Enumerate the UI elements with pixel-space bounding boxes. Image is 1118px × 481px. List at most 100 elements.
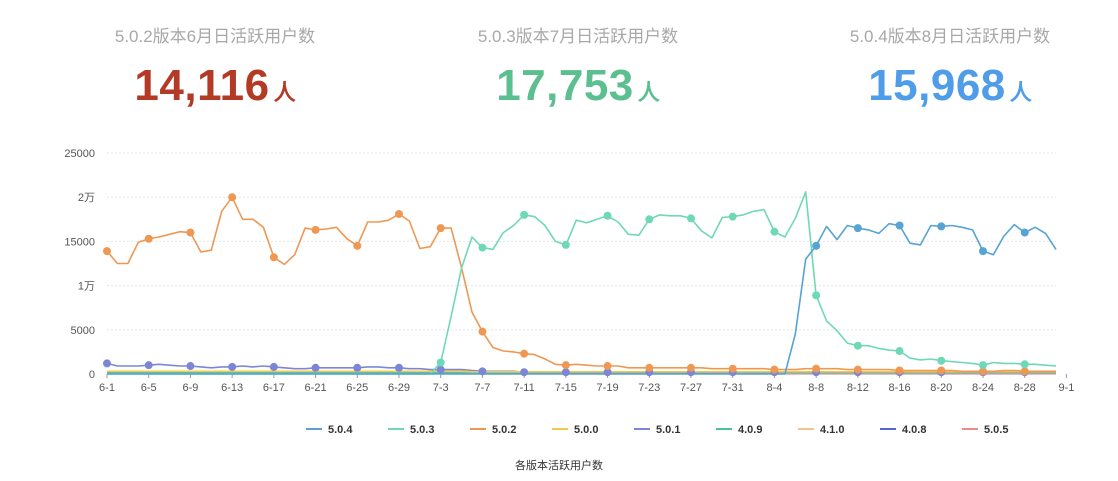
data-point-5.0.1 [144, 361, 153, 370]
data-point-5.0.1 [561, 368, 570, 377]
legend-item-4.0.8[interactable]: 4.0.8 [880, 424, 926, 436]
y-tick-label: 5000 [71, 325, 95, 337]
x-tick-label: 8-24 [972, 382, 994, 394]
x-tick-label: 6-1 [99, 382, 115, 394]
data-point-5.0.2 [728, 364, 737, 373]
legend-label: 4.0.8 [902, 424, 926, 436]
data-point-5.0.3 [728, 212, 737, 221]
data-point-5.0.2 [311, 225, 320, 234]
data-point-5.0.3 [895, 347, 904, 356]
x-tick-label: 7-15 [555, 382, 577, 394]
legend-label: 4.1.0 [820, 424, 844, 436]
data-point-5.0.1 [436, 365, 445, 374]
x-tick-label: 9-1 [1058, 382, 1074, 394]
x-tick-label: 6-21 [305, 382, 327, 394]
legend-item-5.0.2[interactable]: 5.0.2 [470, 424, 516, 436]
data-point-5.0.3 [687, 214, 695, 223]
data-point-5.0.3 [979, 361, 987, 370]
x-tick-label: 7-19 [597, 382, 619, 394]
stat-label: 5.0.2版本6月日活跃用户数 [114, 27, 316, 46]
data-point-5.0.3 [645, 215, 654, 224]
x-tick-label: 7-7 [474, 382, 490, 394]
data-point-5.0.2 [395, 209, 403, 218]
x-tick-label: 8-8 [808, 382, 824, 394]
x-tick-label: 8-16 [889, 382, 911, 394]
data-point-5.0.1 [228, 362, 237, 371]
data-point-5.0.1 [311, 363, 320, 372]
data-point-5.0.2 [979, 367, 987, 376]
data-point-5.0.1 [478, 367, 487, 376]
data-point-5.0.3 [603, 211, 612, 220]
x-tick-label: 6-13 [221, 382, 243, 394]
data-point-5.0.4 [853, 224, 862, 233]
data-point-5.0.2 [937, 366, 946, 375]
data-point-5.0.2 [478, 327, 487, 336]
legend-label: 5.0.5 [984, 424, 1008, 436]
series-line-5.0.4 [107, 222, 1057, 375]
x-tick-label: 7-23 [638, 382, 660, 394]
legend-label: 5.0.2 [492, 424, 516, 436]
data-point-5.0.3 [561, 240, 570, 249]
y-tick-label: 2万 [78, 192, 95, 204]
legend-label: 4.0.9 [738, 424, 762, 436]
legend-item-5.0.3[interactable]: 5.0.3 [388, 424, 434, 436]
x-tick-label: 8-4 [766, 382, 782, 394]
data-point-5.0.3 [937, 356, 946, 365]
chart-title: 各版本活跃用户数 [515, 460, 603, 472]
data-point-5.0.2 [103, 247, 111, 256]
data-point-5.0.2 [520, 349, 529, 358]
x-tick-label: 6-5 [141, 382, 157, 394]
data-point-5.0.3 [478, 243, 487, 252]
series-line-5.0.2 [106, 196, 1056, 373]
stat-unit: 人 [637, 80, 660, 105]
data-point-5.0.3 [1020, 360, 1029, 369]
series-line-5.0.0 [107, 370, 1056, 373]
data-point-5.0.1 [103, 359, 111, 368]
x-tick-label: 6-29 [388, 382, 410, 394]
data-point-5.0.2 [853, 365, 862, 374]
stat-unit: 人 [1009, 80, 1032, 105]
data-point-5.0.2 [561, 361, 570, 370]
y-tick-label: 1万 [78, 281, 95, 293]
legend-item-5.0.1[interactable]: 5.0.1 [634, 424, 680, 436]
data-point-5.0.1 [395, 363, 403, 372]
data-point-5.0.4 [895, 221, 904, 230]
legend-label: 5.0.4 [328, 424, 353, 436]
data-point-5.0.2 [895, 366, 904, 375]
data-point-5.0.2 [353, 241, 362, 250]
stat-card-july: 5.0.3版本7月日活跃用户数 17,753 人 [428, 22, 728, 111]
stat-card-june: 5.0.2版本6月日活跃用户数 14,116 人 [65, 22, 365, 111]
data-point-5.0.1 [186, 362, 195, 371]
x-tick-label: 6-25 [346, 382, 368, 394]
data-point-5.0.2 [645, 363, 654, 372]
legend-item-5.0.4[interactable]: 5.0.4 [306, 424, 353, 436]
data-point-5.0.3 [520, 210, 529, 219]
y-tick-label: 0 [89, 369, 95, 381]
data-point-5.0.2 [687, 363, 695, 372]
data-point-5.0.4 [937, 222, 946, 231]
x-tick-label: 7-3 [433, 382, 449, 394]
y-tick-label: 25000 [64, 148, 95, 160]
data-point-5.0.2 [144, 234, 153, 243]
stat-unit: 人 [273, 80, 296, 105]
legend-item-4.1.0[interactable]: 4.1.0 [798, 424, 844, 436]
data-point-5.0.4 [979, 247, 987, 256]
data-point-5.0.4 [1020, 228, 1029, 237]
legend-label: 5.0.1 [656, 424, 680, 436]
data-point-5.0.2 [770, 365, 779, 374]
legend-label: 5.0.0 [574, 424, 598, 436]
data-point-5.0.3 [853, 341, 862, 350]
data-point-5.0.1 [520, 368, 529, 377]
legend-item-5.0.5[interactable]: 5.0.5 [962, 424, 1008, 436]
data-point-5.0.3 [812, 291, 821, 300]
stat-card-august: 5.0.4版本8月日活跃用户数 15,968 人 [800, 22, 1100, 111]
data-point-5.0.2 [1020, 367, 1029, 376]
data-point-5.0.2 [186, 228, 195, 237]
legend-item-4.0.9[interactable]: 4.0.9 [716, 424, 762, 436]
stat-value: 17,753 [496, 61, 634, 110]
stat-value: 14,116 [134, 61, 270, 110]
data-point-5.0.2 [812, 364, 821, 373]
legend-item-5.0.0[interactable]: 5.0.0 [552, 424, 598, 436]
data-point-5.0.1 [353, 363, 362, 372]
